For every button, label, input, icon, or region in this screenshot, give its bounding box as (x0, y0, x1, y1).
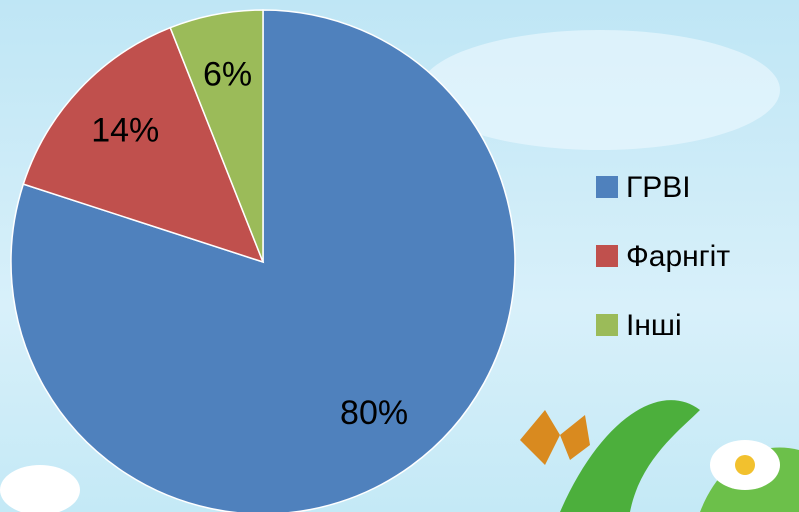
legend-swatch (596, 176, 618, 198)
data-label: 80% (340, 394, 408, 432)
chart: 80% 14% 6% ГРВІ Фарнгіт Інші (0, 0, 799, 512)
legend-label: ГРВІ (626, 171, 691, 204)
legend-swatch (596, 314, 618, 336)
flower-center (735, 455, 755, 475)
data-label: 14% (91, 112, 159, 150)
pie: 80% 14% 6% (11, 10, 515, 512)
legend-swatch (596, 245, 618, 267)
legend-label: Інші (626, 309, 682, 342)
legend-label: Фарнгіт (626, 240, 730, 273)
data-label: 6% (203, 55, 252, 93)
